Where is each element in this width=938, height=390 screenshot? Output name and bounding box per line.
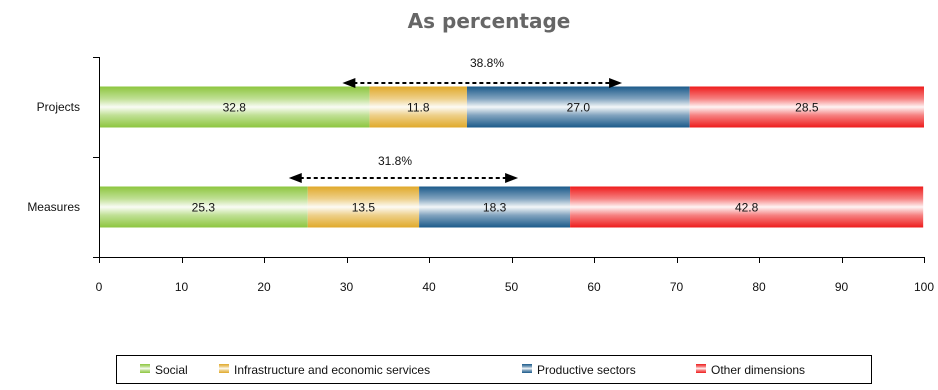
legend-item: Other dimensions — [696, 363, 805, 377]
bar-segment — [369, 86, 467, 128]
legend-swatch — [219, 364, 229, 373]
bar-segment — [570, 186, 924, 228]
legend: Social Infrastructure and economic servic… — [116, 355, 872, 384]
data-label: 28.5 — [795, 101, 819, 115]
x-tick-label: 10 — [175, 280, 189, 294]
annotation-arrowhead-left — [288, 173, 302, 183]
annotation-arrowhead-right — [505, 173, 519, 183]
x-tick-label: 30 — [340, 280, 354, 294]
bar-segment — [419, 186, 571, 228]
data-label: 42.8 — [735, 201, 759, 215]
category-label: Measures — [27, 200, 80, 214]
annotation-label: 31.8% — [378, 154, 412, 168]
data-label: 32.8 — [223, 101, 247, 115]
bar-segment — [689, 86, 924, 128]
legend-swatch — [522, 364, 532, 373]
x-tick-label: 20 — [257, 280, 271, 294]
annotation-label: 38.8% — [470, 56, 504, 70]
legend-label: Other dimensions — [711, 363, 805, 377]
bar-segment — [307, 186, 420, 228]
x-tick-label: 90 — [835, 280, 849, 294]
x-tick-label: 40 — [422, 280, 436, 294]
legend-item: Social — [140, 363, 188, 377]
legend-swatch — [696, 364, 706, 373]
data-label: 13.5 — [352, 201, 376, 215]
x-tick-label: 80 — [752, 280, 766, 294]
data-label: 27.0 — [567, 101, 591, 115]
chart-title: As percentage — [408, 9, 571, 33]
legend-item: Productive sectors — [522, 363, 636, 377]
data-label: 18.3 — [483, 201, 507, 215]
bar-segment — [466, 86, 690, 128]
data-label: 25.3 — [192, 201, 216, 215]
bar-segment — [99, 86, 370, 128]
legend-label: Productive sectors — [537, 363, 636, 377]
x-tick-label: 60 — [587, 280, 601, 294]
x-tick-label: 0 — [96, 280, 103, 294]
x-tick-label: 70 — [670, 280, 684, 294]
legend-item: Infrastructure and economic services — [219, 363, 430, 377]
legend-label: Infrastructure and economic services — [234, 363, 430, 377]
annotation-arrowhead-right — [609, 78, 623, 88]
x-tick-label: 100 — [914, 280, 934, 294]
legend-swatch — [140, 364, 150, 373]
category-label: Projects — [37, 100, 80, 114]
annotation-arrowhead-left — [342, 78, 356, 88]
data-label: 11.8 — [407, 101, 430, 115]
legend-label: Social — [155, 363, 188, 377]
legend-box — [116, 355, 872, 384]
bar-segment — [99, 186, 308, 228]
x-tick-label: 50 — [505, 280, 519, 294]
plot-area: Projects 32.8 11.8 27.0 28.5 Measures 25.3 13.5… — [27, 56, 934, 294]
